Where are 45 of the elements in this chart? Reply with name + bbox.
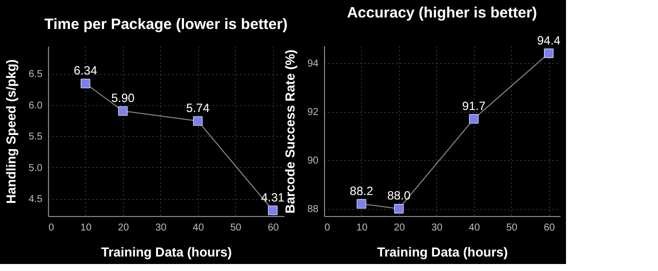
y-tick-label: 88	[307, 204, 319, 216]
data-label: 5.90	[111, 91, 135, 105]
point	[544, 48, 554, 58]
y-tick-label: 5.0	[28, 162, 43, 174]
chart-title: Time per Package (lower is better)	[44, 16, 288, 33]
x-tick-label: 0	[324, 222, 330, 234]
x-tick-label: 50	[506, 222, 518, 234]
x-tick-label: 10	[80, 222, 92, 234]
point	[469, 114, 479, 124]
x-tick-label: 0	[48, 222, 54, 234]
y-axis-title: Handling Speed (s/pkg)	[4, 59, 19, 204]
point	[394, 204, 404, 214]
x-tick-label: 60	[544, 222, 556, 234]
x-tick-label: 10	[356, 222, 368, 234]
y-tick-label: 6.5	[28, 69, 43, 80]
x-axis-title: Training Data (hours)	[101, 244, 232, 260]
y-tick-label: 4.5	[28, 194, 43, 205]
point	[268, 206, 278, 216]
data-label: 4.31	[261, 190, 285, 204]
data-label: 88.0	[387, 188, 411, 203]
point	[193, 116, 203, 126]
data-label: 6.34	[74, 64, 98, 78]
x-tick-label: 40	[468, 222, 480, 234]
point	[118, 106, 128, 116]
x-tick-label: 50	[230, 222, 242, 234]
data-label: 91.7	[462, 98, 486, 113]
data-label: 5.74	[186, 101, 210, 115]
data-label: 94.4	[537, 33, 561, 48]
y-tick-label: 92	[307, 107, 319, 118]
x-tick-label: 30	[431, 222, 443, 234]
data-label: 88.2	[350, 184, 374, 198]
chart-title: Accuracy (higher is better)	[346, 4, 538, 22]
x-tick-label: 40	[192, 222, 204, 234]
x-tick-label: 60	[268, 222, 280, 234]
y-axis-title: Barcode Success Rate (%)	[282, 49, 298, 214]
y-tick-label: 6.0	[28, 100, 43, 112]
x-tick-label: 20	[394, 222, 406, 234]
point	[356, 199, 366, 209]
point	[80, 78, 90, 88]
x-tick-label: 20	[118, 222, 130, 234]
x-axis-title: Training Data (hours)	[377, 244, 508, 260]
y-tick-label: 94	[307, 58, 319, 70]
y-tick-label: 5.5	[28, 132, 43, 142]
x-tick-label: 30	[155, 222, 167, 234]
y-tick-label: 90	[307, 156, 319, 167]
